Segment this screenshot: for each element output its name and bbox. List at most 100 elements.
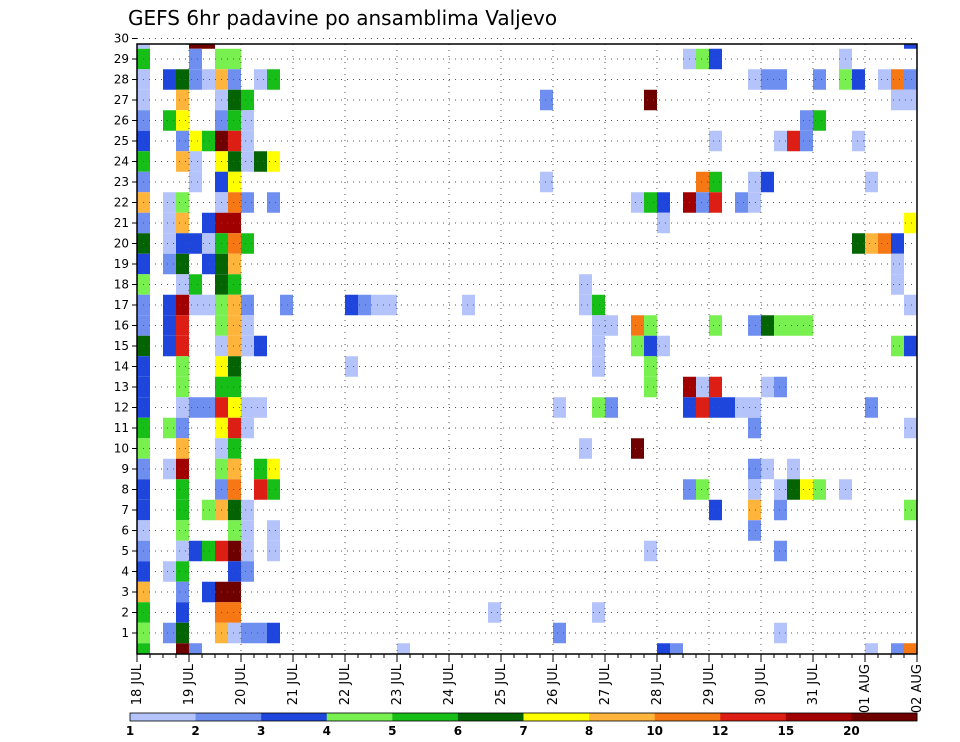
legend-swatch: [523, 713, 590, 721]
y-tick-label: 14: [114, 360, 129, 374]
heatmap-cell: [631, 315, 644, 336]
heatmap-cell: [241, 499, 254, 521]
heatmap-cell: [891, 89, 904, 111]
heatmap-cell: [696, 376, 709, 398]
heatmap-cell: [644, 335, 657, 357]
heatmap-cell: [228, 69, 241, 90]
legend-label: 10: [646, 724, 663, 738]
heatmap-cell: [891, 274, 904, 295]
heatmap-cell: [241, 335, 254, 357]
x-date-label: 23 JUL: [390, 663, 405, 705]
heatmap-cell: [670, 643, 683, 654]
heatmap-cell: [176, 561, 189, 582]
heatmap-cell: [865, 397, 878, 418]
y-tick-label: 30: [114, 32, 129, 46]
heatmap-cell: [644, 315, 657, 336]
heatmap-cell: [189, 44, 202, 49]
x-date-label: 22 JUL: [338, 663, 353, 705]
legend-label: 20: [843, 724, 860, 738]
heatmap-cell: [176, 397, 189, 418]
heatmap-cell: [254, 458, 267, 480]
heatmap-cell: [696, 479, 709, 500]
heatmap-cell: [189, 130, 202, 152]
heatmap-cell: [241, 520, 254, 541]
x-date-label: 29 JUL: [702, 663, 717, 705]
legend-label: 2: [191, 724, 199, 738]
heatmap-cell: [163, 335, 176, 357]
heatmap-cell: [228, 335, 241, 357]
heatmap-cell: [228, 458, 241, 480]
y-tick-label: 15: [114, 339, 129, 353]
heatmap-cell: [163, 69, 176, 90]
heatmap-cell: [462, 294, 475, 316]
heatmap-cell: [267, 458, 280, 480]
heatmap-cell: [241, 561, 254, 582]
heatmap-cell: [735, 192, 748, 213]
heatmap-cell: [696, 397, 709, 418]
heatmap-cell: [579, 274, 592, 295]
heatmap-cell: [345, 356, 358, 377]
x-date-label: 25 JUL: [494, 663, 509, 705]
heatmap-cell: [202, 253, 215, 275]
heatmap-cells: [137, 44, 917, 654]
heatmap-cell: [267, 540, 280, 562]
heatmap-cell: [644, 356, 657, 377]
x-date-label: 30 JUL: [754, 663, 769, 705]
heatmap-cell: [176, 274, 189, 295]
heatmap-cell: [228, 192, 241, 213]
heatmap-cell: [488, 602, 501, 623]
heatmap-cell: [904, 335, 917, 357]
y-tick-label: 8: [121, 483, 129, 497]
heatmap-cell: [384, 294, 397, 316]
heatmap-cell: [579, 438, 592, 459]
heatmap-cell: [592, 315, 605, 336]
heatmap-cell: [228, 499, 241, 521]
x-date-label: 26 JUL: [546, 663, 561, 705]
legend-swatch: [589, 713, 656, 721]
heatmap-cell: [228, 561, 241, 582]
heatmap-cell: [189, 48, 202, 70]
heatmap-cell: [657, 212, 670, 234]
heatmap-cell: [241, 622, 254, 644]
heatmap-cell: [813, 69, 826, 90]
heatmap-cell: [709, 315, 722, 336]
heatmap-cell: [865, 643, 878, 654]
heatmap-cell: [176, 458, 189, 480]
heatmap-cell: [696, 171, 709, 193]
heatmap-cell: [228, 540, 241, 562]
heatmap-cell: [228, 212, 241, 234]
heatmap-cell: [176, 540, 189, 562]
heatmap-cell: [176, 479, 189, 500]
heatmap-cell: [189, 151, 202, 172]
heatmap-cell: [904, 294, 917, 316]
legend-swatch: [261, 713, 328, 721]
heatmap-cell: [163, 294, 176, 316]
heatmap-cell: [267, 192, 280, 213]
heatmap-cell: [176, 581, 189, 603]
heatmap-cell: [163, 233, 176, 254]
heatmap-cell: [163, 417, 176, 439]
heatmap-cell: [800, 315, 813, 336]
heatmap-cell: [657, 335, 670, 357]
heatmap-cell: [748, 69, 761, 90]
heatmap-cell: [163, 561, 176, 582]
legend-swatch: [720, 713, 787, 721]
legend-label: 6: [454, 724, 462, 738]
legend-swatch: [392, 713, 459, 721]
heatmap-cell: [176, 520, 189, 541]
heatmap-cell: [228, 48, 241, 70]
heatmap-cell: [592, 335, 605, 357]
heatmap-cell: [202, 499, 215, 521]
heatmap-cell: [644, 376, 657, 398]
heatmap-cell: [774, 69, 787, 90]
heatmap-cell: [904, 69, 917, 90]
heatmap-cell: [228, 171, 241, 193]
y-tick-label: 11: [114, 421, 129, 435]
heatmap-cell: [891, 233, 904, 254]
y-tick-label: 10: [114, 442, 129, 456]
heatmap-cell: [267, 479, 280, 500]
heatmap-cell: [241, 233, 254, 254]
heatmap-cell: [228, 438, 241, 459]
heatmap-cell: [644, 540, 657, 562]
heatmap-cell: [176, 151, 189, 172]
